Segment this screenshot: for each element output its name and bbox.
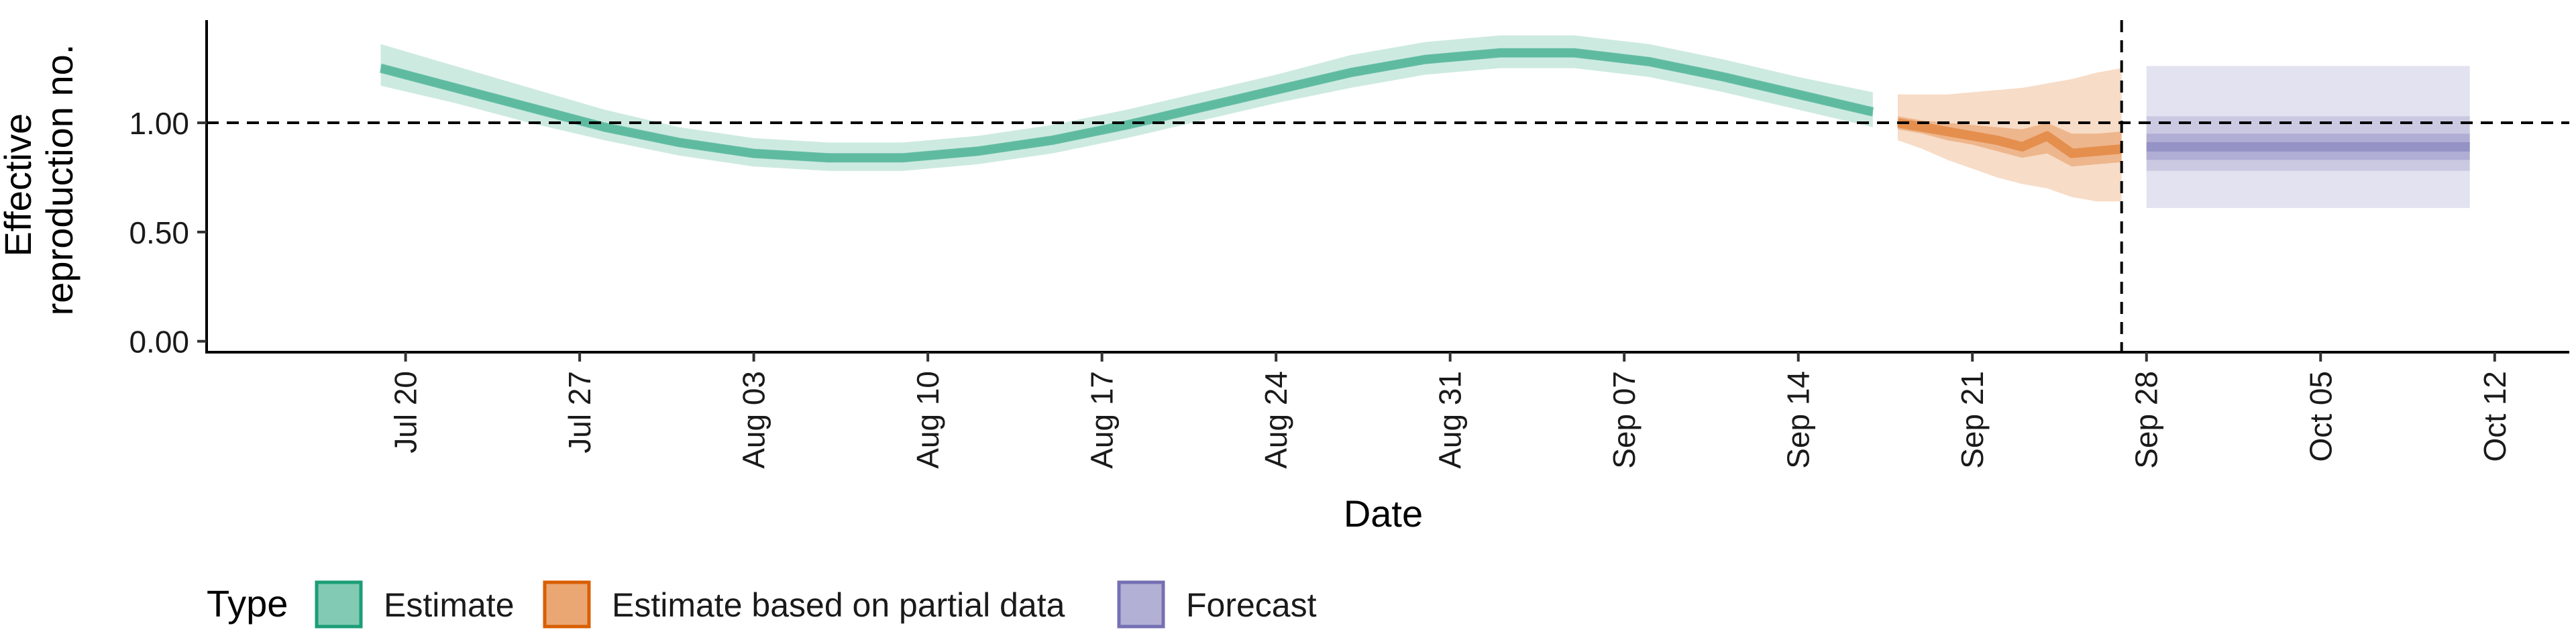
y-tick-label: 0.00 [129,325,189,360]
legend-title: Type [207,582,288,625]
x-tick-label: Sep 07 [1607,371,1642,469]
x-tick-label: Sep 28 [2129,371,2164,469]
uncertainty-bands [380,35,2470,209]
x-tick-label: Oct 12 [2477,371,2512,462]
legend-label-forecast: Forecast [1186,586,1317,624]
legend-label-estimate-based-on-partial-data: Estimate based on partial data [612,586,1065,624]
x-axis-ticks: Jul 20 Jul 27 Aug 03 Aug 10 Aug 17 Aug 24 Aug … [388,352,2512,469]
x-tick-label: Aug 31 [1433,371,1468,469]
legend: Type Estimate Estimate based on partial d… [207,580,1317,629]
estimate-90-band [380,35,1873,171]
x-tick-label: Jul 20 [388,371,423,453]
estimate-based-on-partial-data-50-band [1898,116,2122,167]
legend-entries: Estimate Estimate based on partial data Fo… [315,580,1317,629]
y-tick-label: 0.50 [129,215,189,250]
forecast-outer-band [2146,66,2470,209]
y-tick-label: 1.00 [129,106,189,141]
x-tick-label: Oct 05 [2303,371,2338,462]
estimate-based-on-partial-data-90-band [1898,68,2122,202]
median-lines [379,48,2470,163]
x-tick-label: Aug 10 [910,371,945,469]
axes [205,20,2569,354]
x-tick-label: Jul 27 [562,371,597,453]
x-tick-label: Aug 24 [1258,371,1293,469]
legend-label-estimate: Estimate [384,586,515,624]
legend-key-estimate-based-on-partial-data [543,580,591,629]
x-tick-label: Sep 14 [1781,371,1816,469]
reference-lines [207,20,2569,352]
estimate-median-line [379,48,1874,163]
y-axis-ticks: 0.00 0.50 1.00 [129,106,207,360]
y-axis-title: Effective reproduction no. [0,44,80,316]
legend-key-forecast [1117,580,1165,629]
x-tick-label: Aug 03 [737,371,771,469]
legend-key-estimate [315,580,363,629]
forecast-50-band [2146,133,2470,160]
x-tick-label: Aug 17 [1085,371,1120,469]
estimate-based-on-partial-data-median-line [1896,118,2123,158]
x-tick-label: Sep 21 [1955,371,1990,469]
x-axis-title: Date [1344,492,1423,535]
y-axis-title-line-1: Effective [0,113,39,257]
y-axis-title-line-2: reproduction no. [38,44,80,316]
forecast-90-band [2146,116,2470,171]
